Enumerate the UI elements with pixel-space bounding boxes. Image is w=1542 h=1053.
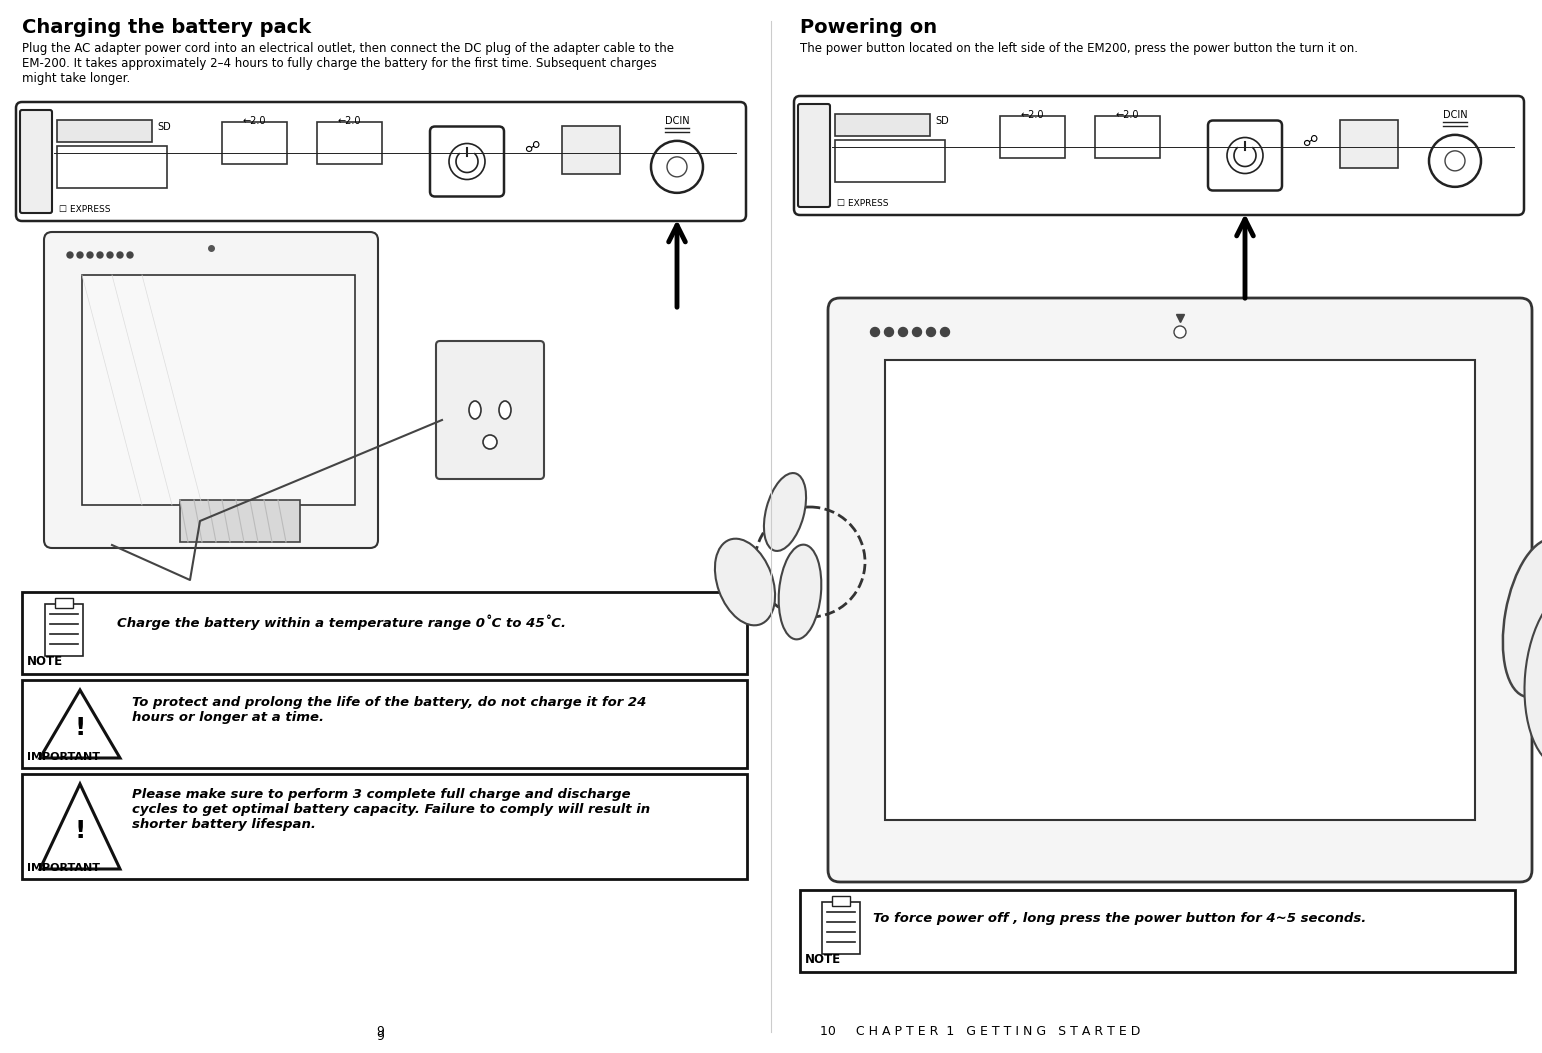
FancyBboxPatch shape (45, 232, 378, 548)
Circle shape (927, 327, 936, 337)
Bar (836, 114, 930, 136)
Text: To force power off , long press the power button for 4~5 seconds.: To force power off , long press the powe… (873, 912, 1366, 925)
Ellipse shape (1525, 589, 1542, 768)
Ellipse shape (469, 401, 481, 419)
Bar (822, 902, 860, 954)
Text: Powering on: Powering on (800, 18, 938, 37)
Circle shape (1173, 326, 1186, 338)
Circle shape (941, 327, 950, 337)
Circle shape (913, 327, 922, 337)
Text: 9: 9 (376, 1030, 384, 1044)
Text: ←2.0: ←2.0 (1116, 110, 1140, 120)
Bar (57, 120, 153, 142)
Bar (22, 680, 746, 768)
Bar (800, 890, 1514, 972)
Bar (1001, 116, 1066, 158)
Circle shape (126, 252, 133, 258)
Bar (833, 896, 850, 906)
Text: 9: 9 (376, 1025, 384, 1038)
Text: Plug the AC adapter power cord into an electrical outlet, then connect the DC pl: Plug the AC adapter power cord into an e… (22, 42, 674, 85)
Ellipse shape (483, 435, 497, 449)
Text: !: ! (74, 818, 86, 842)
Ellipse shape (763, 473, 806, 551)
Text: ☍: ☍ (524, 140, 540, 155)
Circle shape (871, 327, 879, 337)
Text: NOTE: NOTE (805, 953, 840, 966)
FancyBboxPatch shape (436, 341, 544, 479)
Bar (45, 604, 83, 656)
Circle shape (651, 141, 703, 193)
Bar (836, 140, 945, 182)
Text: ←2.0: ←2.0 (242, 116, 267, 126)
Circle shape (106, 252, 113, 258)
Ellipse shape (500, 401, 510, 419)
Circle shape (77, 252, 83, 258)
Text: ☍: ☍ (1303, 134, 1318, 150)
FancyBboxPatch shape (1207, 120, 1281, 191)
Bar (885, 360, 1476, 820)
Circle shape (97, 252, 103, 258)
Text: ←2.0: ←2.0 (338, 116, 361, 126)
Text: To protect and prolong the life of the battery, do not charge it for 24
hours or: To protect and prolong the life of the b… (133, 696, 646, 724)
Polygon shape (40, 784, 120, 869)
FancyBboxPatch shape (430, 126, 504, 197)
Circle shape (449, 143, 486, 179)
Ellipse shape (715, 539, 776, 625)
Bar (1095, 116, 1160, 158)
Ellipse shape (1503, 539, 1542, 697)
Bar (1340, 120, 1399, 168)
Circle shape (86, 252, 93, 258)
Text: DCIN: DCIN (1443, 110, 1468, 120)
Bar (561, 126, 620, 174)
Bar (22, 592, 746, 674)
Bar (318, 122, 382, 164)
Text: ☐ EXPRESS: ☐ EXPRESS (59, 205, 111, 214)
Polygon shape (40, 690, 120, 758)
Circle shape (668, 157, 688, 177)
Text: ☐ EXPRESS: ☐ EXPRESS (837, 199, 888, 208)
Text: Please make sure to perform 3 complete full charge and discharge
cycles to get o: Please make sure to perform 3 complete f… (133, 788, 651, 831)
Bar (82, 275, 355, 505)
Ellipse shape (779, 544, 822, 639)
Bar (57, 146, 167, 188)
Text: ←2.0: ←2.0 (1021, 110, 1044, 120)
Circle shape (66, 252, 72, 258)
Text: IMPORTANT: IMPORTANT (28, 863, 100, 873)
FancyBboxPatch shape (799, 104, 830, 207)
Text: 10     C H A P T E R  1   G E T T I N G   S T A R T E D: 10 C H A P T E R 1 G E T T I N G S T A R… (820, 1025, 1141, 1038)
FancyBboxPatch shape (794, 96, 1523, 215)
Circle shape (117, 252, 123, 258)
Circle shape (1429, 135, 1480, 186)
Bar (22, 774, 746, 879)
Bar (180, 500, 301, 542)
Text: Charging the battery pack: Charging the battery pack (22, 18, 311, 37)
Circle shape (1227, 138, 1263, 174)
Text: SD: SD (934, 116, 948, 126)
FancyBboxPatch shape (15, 102, 746, 221)
Circle shape (1445, 151, 1465, 171)
Text: Charge the battery within a temperature range 0˚C to 45˚C.: Charge the battery within a temperature … (117, 614, 566, 630)
FancyBboxPatch shape (20, 110, 52, 213)
Bar (222, 122, 287, 164)
Text: SD: SD (157, 122, 171, 132)
Text: !: ! (74, 716, 86, 740)
Circle shape (899, 327, 908, 337)
Text: The power button located on the left side of the EM200, press the power button t: The power button located on the left sid… (800, 42, 1359, 55)
Text: DCIN: DCIN (665, 116, 689, 126)
Text: IMPORTANT: IMPORTANT (28, 752, 100, 762)
FancyBboxPatch shape (828, 298, 1533, 882)
Bar (56, 598, 72, 608)
Text: NOTE: NOTE (28, 655, 63, 668)
Circle shape (885, 327, 893, 337)
